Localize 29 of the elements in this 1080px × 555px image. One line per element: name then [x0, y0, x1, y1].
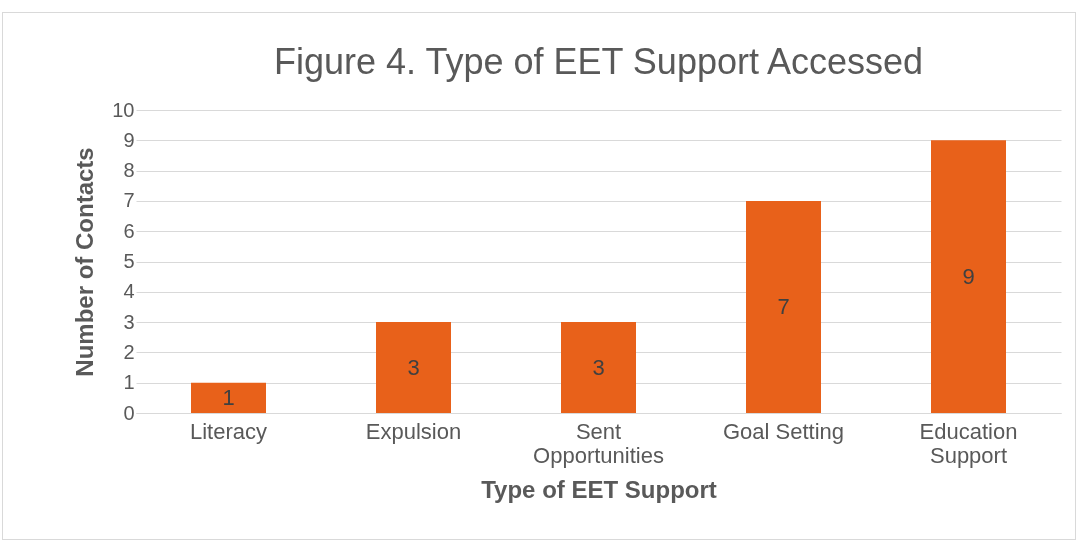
data-label: 3: [407, 354, 420, 380]
x-tick-label: Education Support: [919, 418, 1018, 468]
y-tick-label: 4: [123, 280, 135, 303]
y-tick-label: 9: [123, 128, 135, 151]
bar: [561, 322, 636, 413]
data-label: 7: [777, 293, 790, 319]
x-tick-label: Literacy: [189, 418, 268, 444]
chart-title: Figure 4. Type of EET Support Accessed: [273, 41, 924, 82]
data-label: 9: [962, 263, 975, 289]
y-tick-label: 3: [123, 310, 135, 333]
x-tick-label: Sent Opportunities: [533, 418, 664, 468]
y-tick-label: 5: [123, 250, 135, 272]
x-tick-label: Expulsion: [365, 418, 462, 444]
y-tick-label: 2: [123, 340, 135, 363]
y-tick-label: 0: [123, 401, 135, 424]
data-label: 3: [592, 354, 605, 380]
y-axis-title: Number of Contacts: [71, 147, 99, 377]
x-tick-label: Goal Setting: [722, 418, 845, 444]
y-tick-label: 6: [123, 219, 135, 242]
y-tick-label: 10: [112, 98, 135, 121]
y-tick-label: 7: [123, 189, 135, 212]
x-axis-title: Type of EET Support: [481, 475, 717, 503]
bar: [931, 140, 1006, 413]
data-label: 1: [222, 384, 235, 410]
y-tick-label: 1: [123, 371, 135, 394]
bar: [191, 382, 266, 413]
bar: [376, 322, 451, 413]
bar: [746, 200, 821, 413]
y-tick-label: 8: [123, 159, 135, 182]
